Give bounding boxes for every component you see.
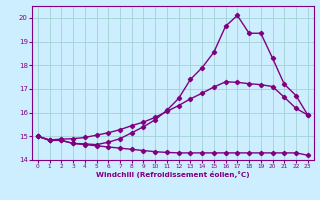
- X-axis label: Windchill (Refroidissement éolien,°C): Windchill (Refroidissement éolien,°C): [96, 171, 250, 178]
